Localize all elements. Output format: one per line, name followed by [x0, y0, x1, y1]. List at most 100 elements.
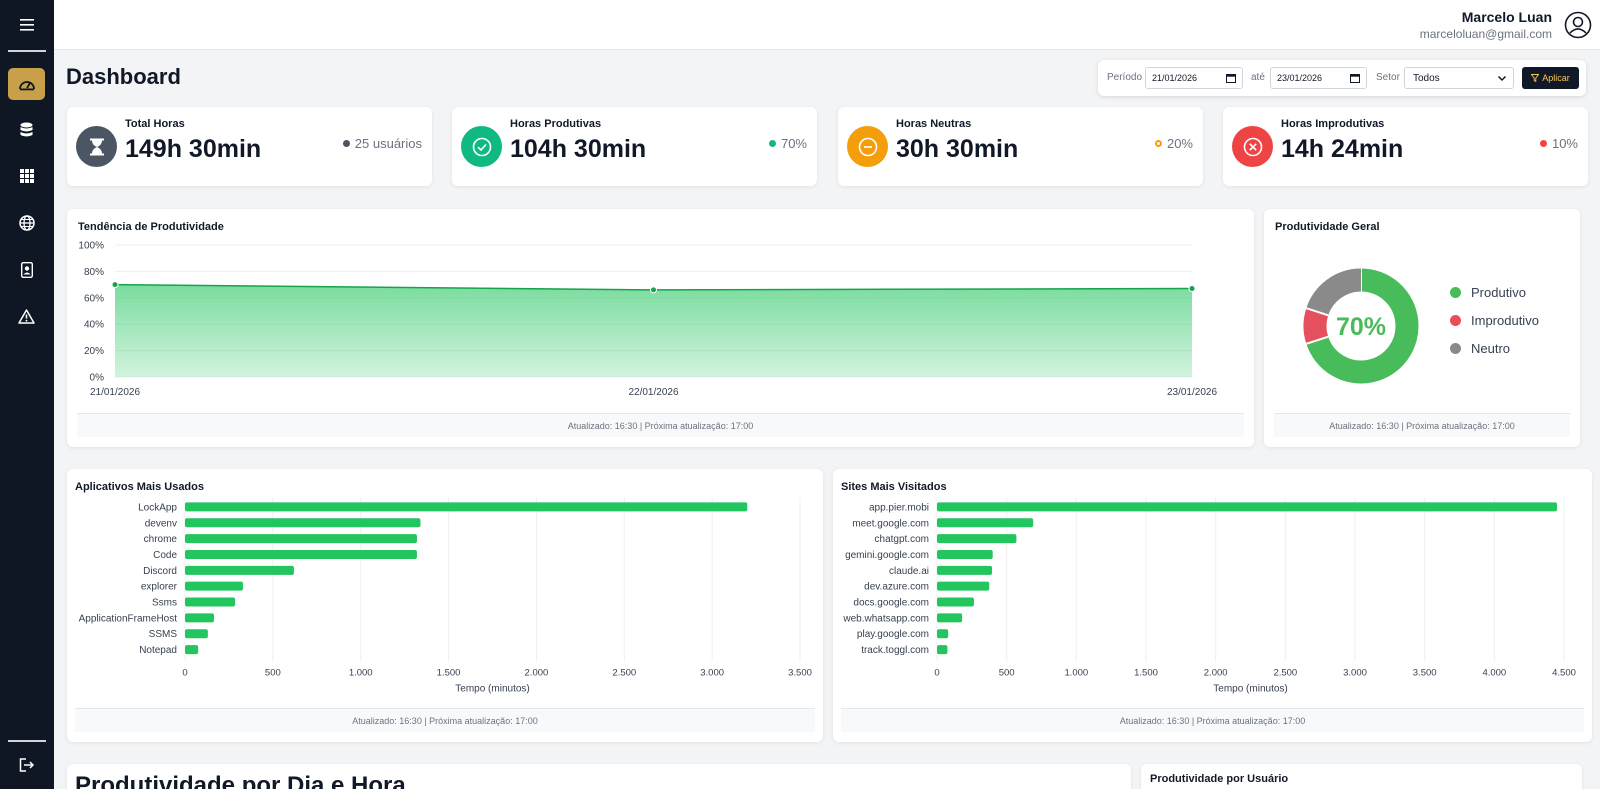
kpi-badge-text: 20%: [1166, 136, 1193, 151]
legend-item: Neutro: [1450, 341, 1510, 356]
page-title: Dashboard: [66, 64, 181, 89]
apps-card: Aplicativos Mais Usados 0 500 1.000 1.500 2.…: [67, 469, 823, 742]
y-category-label: track.toggl.com: [861, 645, 929, 656]
card-title: Sites Mais Visitados: [841, 481, 947, 493]
kpi-badge: 20%: [1154, 136, 1193, 151]
donut-slice-improdutivo: [1303, 308, 1329, 344]
sidebar-item-apps[interactable]: [8, 160, 45, 192]
card-title: Produtividade por Usuário: [1150, 773, 1289, 785]
logout-icon: [19, 758, 34, 772]
overall-card: Produtividade Geral 70% Produtivo Improdu…: [1264, 209, 1580, 447]
legend-label: Neutro: [1471, 341, 1511, 356]
y-category-label: devenv: [145, 518, 177, 529]
kpi-value: 14h 24min: [1281, 135, 1404, 163]
trend-point: [111, 281, 119, 289]
period-label: Período: [1107, 72, 1143, 83]
kpi-card-neutral-hours: Horas Neutras 30h 30min 20%: [838, 107, 1203, 186]
bar: [185, 645, 199, 655]
start-date-input[interactable]: 21/01/2026: [1145, 67, 1243, 89]
hamburger-icon[interactable]: [0, 10, 54, 40]
apply-button[interactable]: Aplicar: [1522, 67, 1579, 89]
user-name: Marcelo Luan: [1461, 9, 1552, 25]
sector-select[interactable]: Todos: [1404, 67, 1514, 89]
y-tick-label: 20%: [84, 346, 104, 357]
bar: [185, 597, 236, 607]
bar: [185, 549, 417, 559]
donut-center-value: 70%: [1336, 313, 1386, 341]
y-category-label: Ssms: [152, 598, 177, 609]
day-hour-card: Produtividade por Dia e Hora: [67, 764, 1131, 789]
x-tick-label: 0: [934, 668, 939, 679]
x-tick-label: 500: [999, 668, 1015, 679]
kpi-badge-text: 25 usuários: [354, 136, 422, 151]
sidebar-item-users[interactable]: [8, 254, 45, 286]
trend-area: [115, 284, 1192, 377]
status-dot: [1154, 140, 1162, 147]
x-tick-label: 3.000: [1343, 668, 1367, 679]
card-footer: Atualizado: 16:30 | Próxima atualização:…: [75, 708, 815, 732]
x-tick-label: 1.500: [437, 668, 461, 679]
y-category-label: play.google.com: [857, 629, 929, 640]
top-header: Marcelo Luan marceloluan@gmail.com: [54, 0, 1600, 50]
y-tick-label: 60%: [84, 293, 104, 304]
kpi-label: Horas Produtivas: [510, 118, 602, 130]
grid-icon: [19, 169, 34, 183]
x-tick-label: 2.000: [1204, 668, 1228, 679]
trend-point: [650, 286, 657, 294]
bar: [937, 613, 963, 623]
y-category-label: app.pier.mobi: [869, 502, 929, 513]
bar: [937, 565, 993, 575]
card-footer: Atualizado: 16:30 | Próxima atualização:…: [841, 708, 1584, 732]
kpi-badge: 10%: [1539, 136, 1578, 151]
database-icon: [20, 122, 33, 137]
y-tick-label: 0%: [90, 373, 105, 384]
x-tick-label: 0: [182, 668, 187, 679]
donut-slice-produtivo: [1306, 268, 1419, 384]
legend-label: Improdutivo: [1471, 313, 1539, 328]
minus-circle-icon: [847, 126, 888, 167]
card-footer: Atualizado: 16:30 | Próxima atualização:…: [1274, 413, 1570, 437]
x-tick-label: 2.000: [525, 668, 549, 679]
user-email: marceloluan@gmail.com: [1419, 27, 1552, 41]
y-category-label: LockApp: [138, 502, 177, 513]
card-footer: Atualizado: 16:30 | Próxima atualização:…: [77, 413, 1244, 437]
y-category-label: meet.google.com: [852, 518, 929, 529]
legend-label: Produtivo: [1471, 285, 1526, 300]
end-date-input[interactable]: 23/01/2026: [1270, 67, 1367, 89]
y-tick-label: 80%: [84, 267, 104, 278]
sidebar-item-alerts[interactable]: [8, 300, 45, 332]
x-tick-label: 3.500: [1413, 668, 1437, 679]
y-category-label: chatgpt.com: [875, 534, 929, 545]
sidebar-item-database[interactable]: [8, 114, 45, 146]
kpi-card-unproductive-hours: Horas Improdutivas 14h 24min 10%: [1223, 107, 1588, 186]
kpi-value: 104h 30min: [510, 135, 647, 163]
y-category-label: web.whatsapp.com: [842, 613, 929, 624]
user-avatar-icon[interactable]: [1564, 11, 1592, 39]
trend-chart: 0% 20% 40% 60% 80% 100% 21/01/2026 22/01/2026 23…: [78, 241, 1217, 399]
start-date-value: 21/01/2026: [1152, 73, 1198, 83]
x-tick-label: 2.500: [612, 668, 636, 679]
donut-slice-separator: [1306, 307, 1329, 317]
bar: [937, 645, 948, 655]
kpi-badge-text: 10%: [1551, 136, 1578, 151]
y-category-label: chrome: [144, 534, 178, 545]
sidebar-item-sites[interactable]: [8, 207, 45, 239]
donut-slice-separator: [1306, 335, 1329, 345]
sites-bar-chart: 0 500 1.000 1.500 2.000 2.500 3.000 3.500 4.000 4…: [842, 497, 1576, 695]
bar: [937, 581, 990, 591]
y-category-label: SSMS: [149, 629, 178, 640]
bar: [937, 502, 1558, 512]
kpi-badge: 25 usuários: [342, 136, 422, 151]
y-category-label: ApplicationFrameHost: [79, 613, 178, 624]
bar: [185, 581, 243, 591]
bar: [185, 629, 208, 639]
legend-dot: [1450, 315, 1461, 326]
sector-label: Setor: [1376, 72, 1400, 83]
x-tick-label: 3.000: [700, 668, 724, 679]
logout-button[interactable]: [8, 749, 45, 781]
card-title: Aplicativos Mais Usados: [75, 481, 204, 493]
sidebar-item-dashboard[interactable]: [8, 68, 45, 100]
badge-icon: [20, 262, 33, 278]
bar: [185, 534, 417, 544]
y-category-label: claude.ai: [889, 566, 929, 577]
